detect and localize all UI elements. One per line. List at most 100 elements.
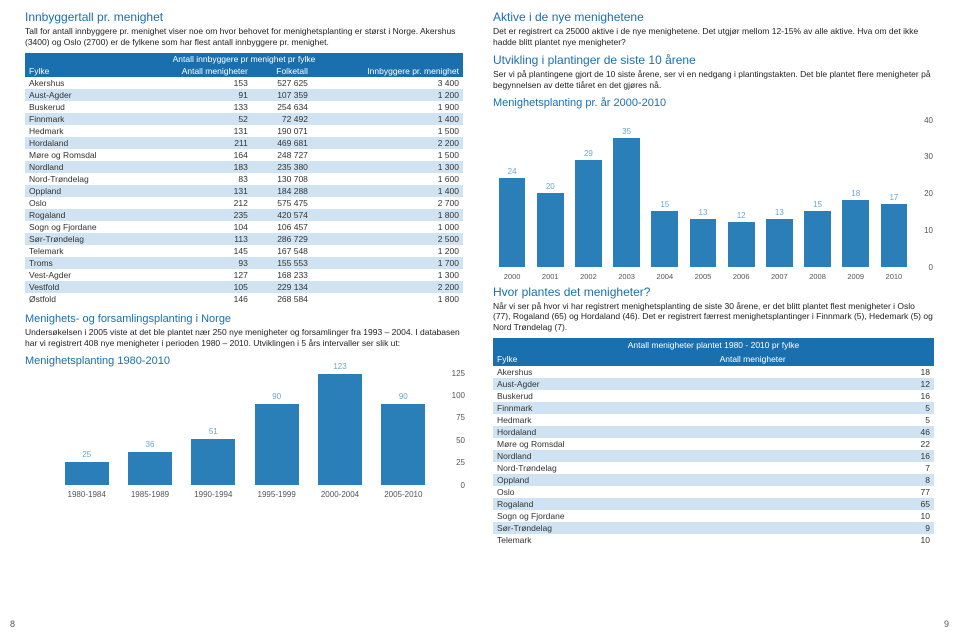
table2-col0: Fylke [493, 352, 716, 366]
table-innbyggere: Antall innbyggere pr menighet pr fylke F… [25, 53, 463, 305]
chart1-xlabel: 1995-1999 [245, 490, 308, 499]
chart1-bar: 123 [318, 374, 362, 484]
chart2-xlabel: 2003 [608, 272, 646, 281]
table-cell: Finnmark [493, 402, 716, 414]
table-cell: Rogaland [493, 498, 716, 510]
chart2-bar: 12 [728, 222, 755, 266]
table-cell: 130 708 [252, 173, 312, 185]
chart1-xlabel: 1980-1984 [55, 490, 118, 499]
chart2-value-label: 17 [881, 193, 908, 202]
table-cell: Troms [25, 257, 140, 269]
table-row: Nord-Trøndelag7 [493, 462, 934, 474]
chart2-bar: 17 [881, 204, 908, 266]
table-row: Aust-Agder12 [493, 378, 934, 390]
chart1-ytick: 75 [456, 413, 465, 422]
table-cell: 5 [716, 402, 934, 414]
table-cell: Sogn og Fjordane [493, 510, 716, 522]
table-row: Akershus153527 6253 400 [25, 77, 463, 89]
heading-forsamling: Menighets- og forsamlingsplanting i Norg… [25, 313, 463, 325]
chart2-ytick: 0 [929, 263, 933, 272]
table-row: Østfold146268 5841 800 [25, 293, 463, 305]
chart1-ytick: 0 [461, 481, 465, 490]
chart2-xlabel: 2002 [569, 272, 607, 281]
table-cell: 420 574 [252, 209, 312, 221]
page-left: Innbyggertall pr. menighet Tall for anta… [0, 0, 478, 635]
table-cell: 22 [716, 438, 934, 450]
chart2-xlabel: 2005 [684, 272, 722, 281]
chart1-value-label: 123 [318, 362, 362, 371]
table-row: Telemark10 [493, 534, 934, 546]
table-cell: 1 800 [312, 293, 463, 305]
page-number-left: 8 [10, 619, 15, 629]
table-cell: 248 727 [252, 149, 312, 161]
chart2-xlabel: 2008 [798, 272, 836, 281]
table-cell: 229 134 [252, 281, 312, 293]
table-cell: 65 [716, 498, 934, 510]
table-cell: 1 500 [312, 125, 463, 137]
table-row: Hordaland46 [493, 426, 934, 438]
heading-innbyggertall: Innbyggertall pr. menighet [25, 10, 463, 24]
utvikling-text: Ser vi på plantingene gjort de 10 siste … [493, 69, 934, 90]
table-row: Oppland131184 2881 400 [25, 185, 463, 197]
table-row: Vestfold105229 1342 200 [25, 281, 463, 293]
chart2-bar: 15 [804, 211, 831, 266]
table-row: Troms93155 5531 700 [25, 257, 463, 269]
chart2-title: Menighetsplanting pr. år 2000-2010 [493, 97, 934, 109]
table1-col0: Fylke [25, 65, 140, 77]
table-cell: Sogn og Fjordane [25, 221, 140, 233]
page-number-right: 9 [944, 619, 949, 629]
table-cell: 2 200 [312, 137, 463, 149]
chart2-xlabel: 2001 [531, 272, 569, 281]
table-row: Sogn og Fjordane104106 4571 000 [25, 221, 463, 233]
table-cell: 254 634 [252, 101, 312, 113]
table-cell: 91 [140, 89, 252, 101]
table-cell: 1 900 [312, 101, 463, 113]
table-cell: 16 [716, 390, 934, 402]
table-cell: 133 [140, 101, 252, 113]
table-cell: Finnmark [25, 113, 140, 125]
table-cell: 190 071 [252, 125, 312, 137]
table-cell: Oslo [493, 486, 716, 498]
chart2-ytick: 20 [924, 189, 933, 198]
table-cell: 106 457 [252, 221, 312, 233]
chart2-bar: 18 [842, 200, 869, 266]
forsamling-text: Undersøkelsen i 2005 viste at det ble pl… [25, 327, 463, 348]
table-cell: 286 729 [252, 233, 312, 245]
chart2-bar: 15 [651, 211, 678, 266]
table-cell: Buskerud [493, 390, 716, 402]
table-cell: 7 [716, 462, 934, 474]
heading-aktive: Aktive i de nye menighetene [493, 10, 934, 24]
table2-caption: Antall menigheter plantet 1980 - 2010 pr… [493, 338, 934, 352]
chart-menighetsplanting-1980-2010: Menighetsplanting 1980-2010 025507510012… [25, 355, 463, 505]
table2-col1: Antall menigheter [716, 352, 934, 366]
table-row: Oslo77 [493, 486, 934, 498]
chart1-xlabel: 1985-1989 [118, 490, 181, 499]
chart1-value-label: 90 [255, 392, 299, 401]
table-row: Finnmark5 [493, 402, 934, 414]
table-cell: Telemark [25, 245, 140, 257]
chart1-ytick: 25 [456, 458, 465, 467]
table-cell: 575 475 [252, 197, 312, 209]
table-cell: 131 [140, 125, 252, 137]
table-cell: Nordland [25, 161, 140, 173]
chart2-ytick: 40 [924, 116, 933, 125]
chart1-bar: 25 [65, 462, 109, 484]
table-cell: 268 584 [252, 293, 312, 305]
chart2-bar: 20 [537, 193, 564, 267]
table-cell: Hedmark [25, 125, 140, 137]
table-cell: Vest-Agder [25, 269, 140, 281]
table-row: Nordland183235 3801 300 [25, 161, 463, 173]
table-cell: 5 [716, 414, 934, 426]
table-cell: Oslo [25, 197, 140, 209]
table-cell: 52 [140, 113, 252, 125]
table-row: Oslo212575 4752 700 [25, 197, 463, 209]
table1-col3: Innbyggere pr. menighet [312, 65, 463, 77]
table-cell: 93 [140, 257, 252, 269]
chart2-value-label: 13 [690, 208, 717, 217]
table-row: Møre og Romsdal22 [493, 438, 934, 450]
table-cell: 72 492 [252, 113, 312, 125]
heading-utvikling: Utvikling i plantinger de siste 10 årene [493, 53, 934, 67]
table-row: Akershus18 [493, 366, 934, 378]
table-cell: Hordaland [25, 137, 140, 149]
chart2-bar: 24 [499, 178, 526, 266]
